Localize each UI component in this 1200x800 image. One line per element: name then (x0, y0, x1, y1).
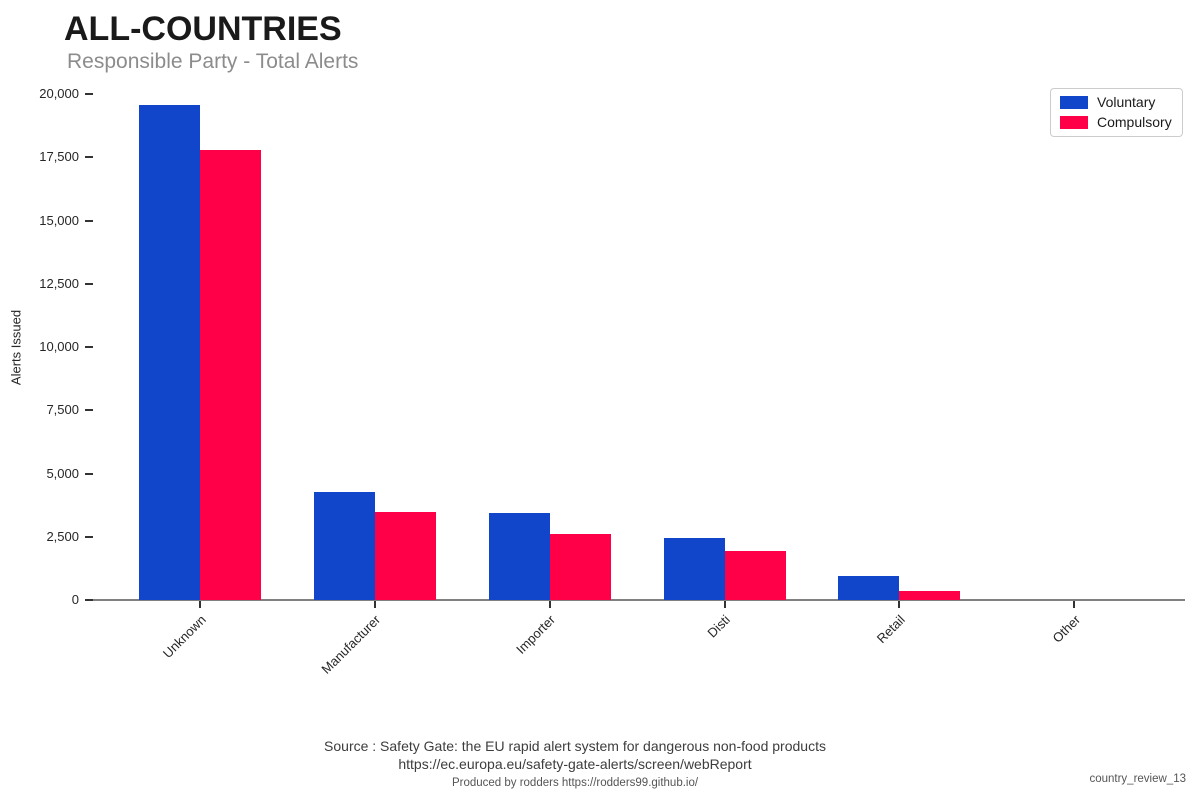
x-tick-mark (898, 601, 901, 608)
y-tick-label: 5,000 (46, 465, 79, 481)
y-tick-label: 12,500 (39, 275, 79, 291)
legend-item-compulsory: Compulsory (1060, 115, 1172, 130)
bar-compulsory-retail (899, 590, 961, 600)
y-tick-mark (85, 346, 93, 348)
x-tick-mark (548, 601, 551, 608)
y-tick-mark (85, 599, 93, 601)
bar-compulsory-disti (724, 551, 786, 600)
legend: Voluntary Compulsory (1050, 88, 1183, 137)
legend-item-voluntary: Voluntary (1060, 95, 1172, 110)
source-url: https://ec.europa.eu/safety-gate-alerts/… (398, 756, 752, 772)
y-tick-mark (85, 219, 93, 222)
y-tick-mark (85, 472, 93, 475)
credit-text: Produced by rodders https://rodders99.gi… (451, 777, 699, 789)
x-tick-label-unknown: Unknown (159, 612, 209, 661)
compulsory-swatch-icon (1060, 116, 1088, 129)
page-subtitle: Responsible Party - Total Alerts (67, 50, 359, 73)
y-tick-label: 7,500 (46, 402, 79, 418)
bar-voluntary-importer (488, 513, 550, 600)
y-tick-label: 10,000 (39, 339, 79, 354)
footer: Source : Safety Gate: the EU rapid alert… (0, 737, 1150, 791)
x-tick-label-other: Other (1049, 612, 1083, 646)
y-tick-mark (85, 93, 93, 95)
voluntary-swatch-icon (1060, 96, 1088, 109)
bar-compulsory-unknown (200, 149, 261, 600)
legend-label: Compulsory (1097, 114, 1172, 130)
report-id: country_review_13 (1089, 773, 1186, 785)
legend-label: Voluntary (1097, 94, 1156, 110)
bar-voluntary-unknown (139, 105, 200, 600)
x-tick-label-manufacturer: Manufacturer (318, 612, 384, 677)
page-title: ALL-COUNTRIES (64, 10, 342, 48)
y-tick-label: 20,000 (39, 86, 79, 101)
x-tick-label-retail: Retail (873, 612, 909, 647)
y-tick-label: 15,000 (39, 212, 79, 228)
x-tick-mark (373, 601, 376, 608)
bar-compulsory-importer (549, 534, 611, 600)
x-tick-mark (199, 601, 201, 608)
y-tick-mark (85, 156, 93, 159)
x-tick-label-importer: Importer (513, 612, 559, 657)
x-axis-line (85, 599, 1185, 601)
y-tick-mark (85, 409, 93, 412)
y-tick-mark (85, 535, 93, 538)
x-tick-mark (1073, 601, 1076, 608)
bar-voluntary-retail (838, 575, 900, 600)
bar-voluntary-disti (663, 538, 725, 600)
bar-voluntary-manufacturer (313, 491, 375, 600)
y-tick-label: 0 (71, 592, 79, 607)
x-tick-label-disti: Disti (704, 612, 734, 641)
bar-compulsory-manufacturer (374, 511, 436, 600)
source-text: Source : Safety Gate: the EU rapid alert… (324, 738, 826, 754)
y-tick-mark (85, 282, 93, 285)
y-tick-label: 2,500 (46, 528, 79, 544)
x-tick-mark (723, 601, 726, 608)
y-tick-label: 17,500 (39, 149, 79, 165)
